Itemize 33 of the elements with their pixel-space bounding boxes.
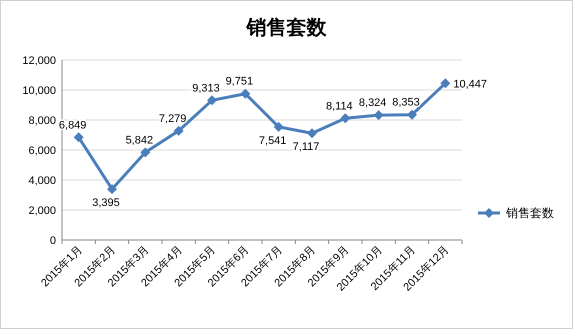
y-tick-label: 2,000 (28, 205, 56, 217)
chart-title: 销售套数 (246, 17, 328, 39)
y-tick-label: 0 (50, 235, 56, 247)
point (140, 147, 150, 158)
y-tick-label: 12,000 (22, 55, 56, 67)
point (307, 128, 317, 138)
y-tick-label: 4,000 (28, 175, 56, 187)
point (340, 113, 350, 124)
text: 7,541 (258, 134, 286, 147)
y-tick-label: 10,000 (22, 85, 56, 97)
point (74, 132, 84, 142)
text: 5,842 (126, 134, 154, 146)
text: 8,353 (392, 96, 420, 109)
text: 3,395 (92, 197, 120, 210)
point (374, 110, 384, 120)
point (207, 95, 217, 106)
text: 9,313 (192, 82, 220, 94)
point (407, 110, 417, 120)
y-tick-label: 8,000 (28, 115, 56, 127)
text: 6,849 (58, 119, 86, 132)
text: 8,324 (358, 97, 386, 110)
legend-label: 销售套数 (505, 206, 554, 220)
text: 9,751 (226, 76, 254, 88)
point (174, 126, 184, 136)
point (274, 122, 284, 132)
text: 8,114 (326, 100, 353, 112)
text: 7,117 (292, 141, 320, 154)
point (440, 78, 450, 88)
point (107, 184, 117, 194)
point (240, 88, 250, 99)
y-tick-label: 6,000 (28, 145, 56, 157)
text: 10,447 (453, 78, 487, 90)
text: 7,279 (158, 112, 186, 125)
